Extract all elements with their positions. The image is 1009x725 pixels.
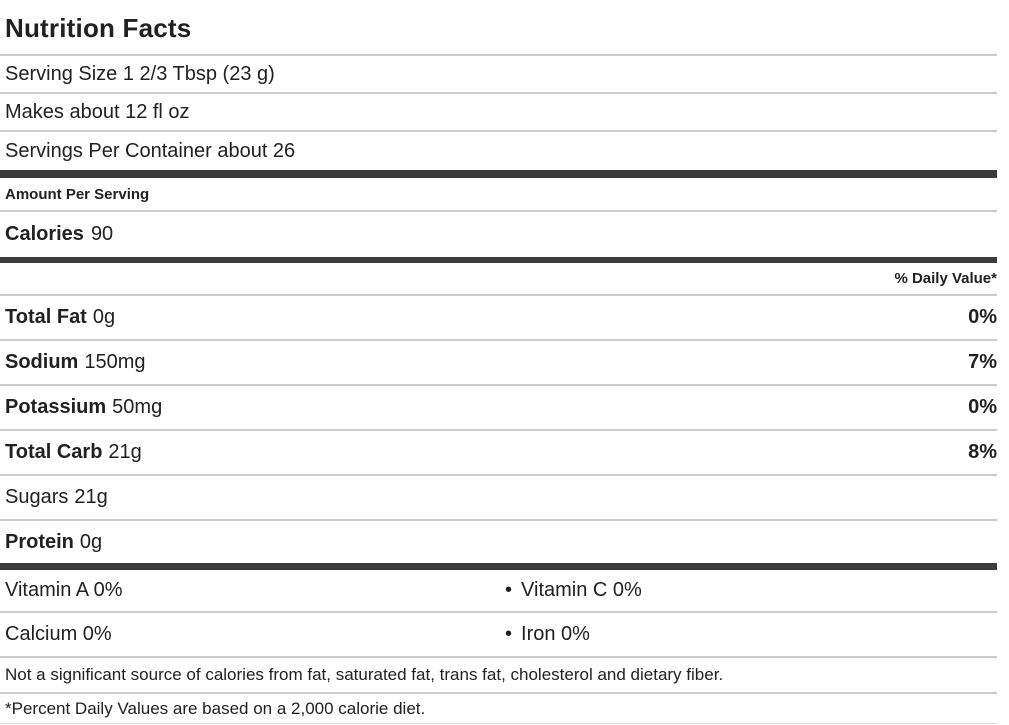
nutrient-amount: 21g <box>108 441 142 463</box>
nutrient-name: Sugars <box>5 486 69 508</box>
vitamin-c-cell: • Vitamin C 0% <box>505 579 642 602</box>
servings-per-container-row: Servings Per Container about 26 <box>5 139 296 162</box>
page-title: Nutrition Facts <box>0 0 997 56</box>
nutrient-name: Potassium <box>5 396 107 418</box>
nutrient-row-protein: Protein 0g <box>0 521 997 563</box>
nutrient-amount: 21g <box>74 486 108 508</box>
vitamin-a-value: Vitamin A 0% <box>5 579 123 601</box>
nutrient-name: Sodium <box>5 351 79 373</box>
nutrient-row-sugars: Sugars 21g <box>0 476 997 521</box>
bullet-separator: • <box>505 623 513 645</box>
nutrient-amount: 50mg <box>112 396 163 418</box>
nutrient-daily-value: 7% <box>968 351 997 373</box>
amount-per-serving-label: Amount Per Serving <box>0 178 997 212</box>
nutrient-amount: 0g <box>92 306 116 328</box>
vitamin-c-value: Vitamin C 0% <box>521 579 642 601</box>
calcium-value: Calcium 0% <box>5 623 112 645</box>
nutrient-amount: 150mg <box>84 351 146 373</box>
footnote-not-significant: Not a significant source of calories fro… <box>0 658 997 694</box>
daily-value-header: % Daily Value* <box>0 263 997 296</box>
nutrient-daily-value: 0% <box>968 306 997 328</box>
footnote-percent-daily-values: *Percent Daily Values are based on a 2,0… <box>0 694 997 724</box>
serving-size-row: Serving Size 1 2/3 Tbsp (23 g) <box>0 56 997 94</box>
thick-divider-calories <box>0 257 997 263</box>
calories-row: Calories 90 <box>0 212 997 257</box>
nutrient-row-total-carb: Total Carb 21g 8% <box>0 431 997 476</box>
iron-cell: • Iron 0% <box>505 623 590 646</box>
micronutrient-row-minerals: Calcium 0% • Iron 0% <box>0 613 997 658</box>
nutrient-row-total-fat: Total Fat 0g 0% <box>0 296 997 341</box>
makes-about-row: Makes about 12 fl oz <box>0 94 997 132</box>
nutrient-amount: 0g <box>79 530 103 553</box>
nutrient-name: Protein <box>5 530 74 553</box>
micronutrient-row-vitamins: Vitamin A 0% • Vitamin C 0% <box>0 570 997 613</box>
thick-divider-bottom <box>0 563 997 570</box>
nutrient-name: Total Carb <box>5 441 103 463</box>
calories-label: Calories <box>5 223 84 245</box>
nutrient-daily-value: 8% <box>968 441 997 463</box>
thick-divider-top <box>0 170 997 178</box>
calories-value: 90 <box>90 223 114 245</box>
iron-value: Iron 0% <box>521 623 590 645</box>
nutrient-row-sodium: Sodium 150mg 7% <box>0 341 997 386</box>
bullet-separator: • <box>505 579 513 601</box>
nutrient-daily-value: 0% <box>968 396 997 418</box>
nutrient-name: Total Fat <box>5 306 87 328</box>
nutrient-row-potassium: Potassium 50mg 0% <box>0 386 997 431</box>
